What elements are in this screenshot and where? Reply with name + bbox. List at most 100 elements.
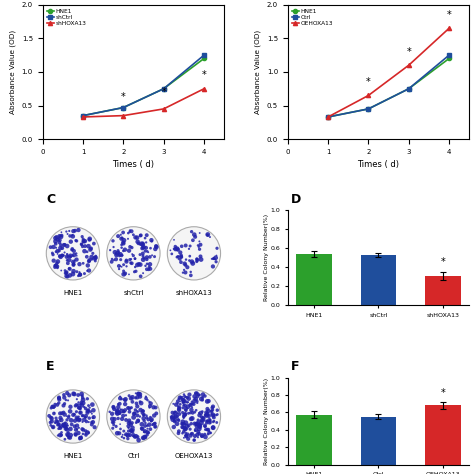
Point bbox=[78, 240, 85, 248]
Point bbox=[58, 232, 65, 239]
Point bbox=[135, 390, 142, 398]
Point bbox=[76, 404, 83, 412]
Line: shCtrl: shCtrl bbox=[81, 53, 206, 118]
Point bbox=[193, 256, 201, 264]
Point bbox=[193, 389, 201, 397]
Point bbox=[119, 252, 127, 259]
Point bbox=[203, 231, 211, 238]
Point bbox=[209, 406, 217, 414]
Point bbox=[81, 237, 89, 245]
Point bbox=[148, 237, 155, 245]
Point bbox=[134, 411, 141, 419]
Point bbox=[192, 395, 200, 403]
Point bbox=[191, 392, 198, 400]
Point bbox=[115, 262, 123, 270]
Point bbox=[166, 246, 174, 254]
Point bbox=[125, 229, 132, 237]
Point bbox=[151, 423, 159, 431]
Point bbox=[108, 258, 116, 265]
Point bbox=[137, 231, 145, 239]
Circle shape bbox=[167, 227, 220, 280]
Point bbox=[182, 429, 190, 437]
Point bbox=[193, 255, 201, 263]
Point bbox=[118, 415, 126, 423]
Point bbox=[147, 237, 155, 244]
Point bbox=[146, 404, 153, 411]
Point bbox=[67, 252, 74, 260]
Point bbox=[84, 429, 91, 437]
Point bbox=[63, 273, 70, 280]
Point bbox=[60, 421, 67, 428]
Point bbox=[120, 271, 128, 278]
Point bbox=[176, 249, 184, 256]
Point bbox=[152, 423, 159, 430]
Point bbox=[58, 410, 66, 417]
Point bbox=[199, 414, 207, 422]
Point bbox=[197, 417, 204, 424]
Point bbox=[91, 255, 99, 262]
Point bbox=[67, 253, 74, 260]
Point bbox=[209, 403, 217, 410]
Point bbox=[193, 422, 201, 430]
Point bbox=[146, 265, 154, 273]
Point bbox=[113, 250, 121, 257]
Point bbox=[182, 269, 189, 276]
Point bbox=[72, 431, 80, 438]
Point bbox=[123, 258, 130, 265]
Point bbox=[127, 421, 135, 428]
Point bbox=[142, 262, 149, 270]
Point bbox=[177, 393, 184, 401]
Point bbox=[114, 232, 122, 240]
Point bbox=[127, 404, 134, 412]
Point bbox=[149, 420, 157, 428]
Text: B: B bbox=[248, 0, 257, 2]
Point bbox=[187, 272, 195, 279]
Point bbox=[192, 390, 200, 397]
Point bbox=[56, 232, 64, 240]
Point bbox=[175, 403, 183, 411]
Point bbox=[180, 398, 187, 405]
Point bbox=[87, 408, 94, 416]
Point bbox=[82, 431, 90, 439]
Point bbox=[195, 391, 202, 399]
Point bbox=[130, 414, 137, 421]
Point bbox=[208, 407, 215, 415]
Point bbox=[196, 246, 203, 253]
Point bbox=[80, 237, 87, 245]
Line: HNE1: HNE1 bbox=[326, 56, 451, 119]
Point bbox=[212, 258, 220, 265]
Point bbox=[73, 408, 80, 416]
Point bbox=[47, 404, 55, 412]
Point bbox=[194, 392, 201, 400]
Point bbox=[170, 245, 178, 253]
Point bbox=[196, 411, 203, 419]
Point bbox=[115, 265, 123, 273]
Point bbox=[83, 267, 91, 274]
Point bbox=[125, 247, 133, 255]
Point bbox=[190, 401, 198, 408]
Point bbox=[85, 257, 93, 265]
Point bbox=[175, 417, 182, 424]
Point bbox=[61, 267, 69, 274]
Point bbox=[194, 428, 202, 436]
Point bbox=[61, 436, 69, 443]
Point bbox=[58, 228, 65, 236]
Point bbox=[91, 255, 99, 262]
Point bbox=[79, 396, 87, 404]
Point bbox=[174, 398, 182, 405]
Point bbox=[130, 431, 137, 439]
Point bbox=[190, 436, 198, 444]
Point bbox=[62, 425, 70, 432]
Point bbox=[175, 395, 182, 403]
Point bbox=[119, 431, 127, 438]
Point bbox=[78, 233, 86, 240]
Point bbox=[174, 253, 182, 260]
Point bbox=[191, 437, 198, 444]
shCtrl bbox=[120, 105, 126, 110]
Point bbox=[140, 244, 147, 251]
Point bbox=[146, 398, 153, 406]
Point bbox=[61, 241, 69, 248]
Point bbox=[133, 400, 140, 407]
Point bbox=[81, 270, 88, 277]
Point bbox=[210, 255, 218, 262]
